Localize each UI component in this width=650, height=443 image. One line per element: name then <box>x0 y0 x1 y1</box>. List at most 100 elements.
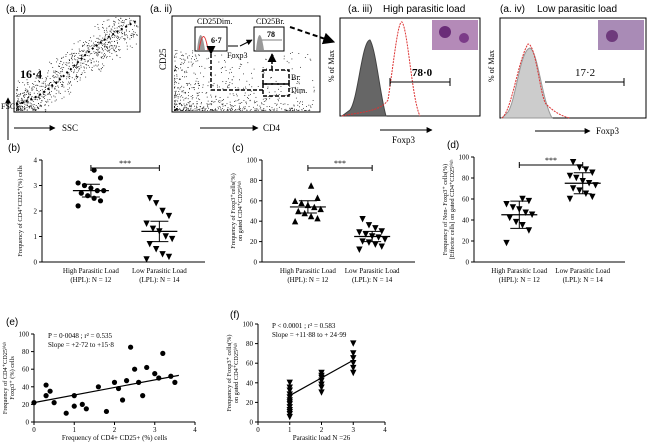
event-dot <box>53 70 55 72</box>
event-dot <box>109 45 111 47</box>
event-dot <box>266 98 267 100</box>
event-dot <box>95 44 97 46</box>
event-dot <box>191 98 193 100</box>
event-dot <box>202 107 204 108</box>
data-point <box>573 174 580 182</box>
event-dot <box>119 57 121 59</box>
event-dot <box>97 50 99 52</box>
event-dot <box>238 68 240 69</box>
event-dot <box>80 66 82 68</box>
event-dot <box>26 89 28 91</box>
event-dot <box>38 69 40 70</box>
event-dot <box>37 107 39 109</box>
event-dot <box>134 32 136 34</box>
event-dot <box>113 35 115 36</box>
data-point <box>350 350 357 357</box>
event-dot <box>67 91 69 93</box>
event-dot <box>185 70 187 72</box>
event-dot <box>22 109 24 111</box>
event-dot <box>270 96 272 98</box>
event-dot <box>222 103 224 105</box>
event-dot <box>209 74 211 75</box>
event-dot <box>183 107 185 109</box>
event-dot <box>91 53 93 54</box>
event-dot <box>234 86 236 88</box>
event-dot <box>55 99 57 101</box>
event-dot <box>41 77 43 79</box>
event-dot <box>186 104 188 106</box>
event-dot <box>75 65 77 67</box>
data-point <box>85 193 91 199</box>
event-dot <box>174 75 175 77</box>
event-dot <box>119 29 121 31</box>
event-dot <box>100 39 102 41</box>
event-dot <box>311 104 313 106</box>
event-dot <box>17 100 18 102</box>
event-dot <box>190 108 192 110</box>
data-point <box>350 364 357 372</box>
event-dot <box>174 86 176 88</box>
event-dot <box>41 95 43 97</box>
event-dot <box>27 99 29 101</box>
event-dot <box>55 76 56 78</box>
event-dot <box>174 83 175 85</box>
event-dot <box>30 106 32 107</box>
event-dot <box>24 84 25 86</box>
event-dot <box>182 69 183 71</box>
event-dot <box>185 83 187 84</box>
data-point <box>569 185 577 192</box>
y-tick-label: 3 <box>34 182 38 190</box>
event-dot <box>310 59 312 61</box>
data-point <box>576 164 583 171</box>
event-dot <box>44 104 46 105</box>
event-dot <box>177 109 179 111</box>
event-dot <box>296 83 298 84</box>
event-dot <box>16 107 18 109</box>
event-dot <box>309 58 311 60</box>
event-dot <box>221 108 223 109</box>
event-dot <box>194 109 196 111</box>
data-point <box>286 391 293 398</box>
event-dot <box>98 46 100 48</box>
event-dot <box>113 30 115 32</box>
event-dot <box>28 93 30 95</box>
event-dot <box>111 35 113 36</box>
event-dot <box>88 40 90 41</box>
axis-label: % of Max <box>487 50 496 82</box>
event-dot <box>106 46 108 47</box>
event-dot <box>218 86 220 88</box>
event-dot <box>74 58 75 60</box>
event-dot <box>131 47 133 48</box>
plot-frame <box>171 15 321 113</box>
event-dot <box>29 94 31 96</box>
event-dot <box>191 65 193 67</box>
event-dot <box>77 76 79 78</box>
event-dot <box>132 33 134 35</box>
event-dot <box>123 20 125 22</box>
event-dot <box>102 24 103 25</box>
event-dot <box>187 95 189 97</box>
event-dot <box>174 86 175 88</box>
event-dot <box>116 40 118 42</box>
event-dot <box>58 90 60 92</box>
event-dot <box>50 63 52 64</box>
event-dot <box>48 93 50 95</box>
data-point <box>95 384 101 390</box>
event-dot <box>69 76 71 78</box>
event-dot <box>33 92 35 94</box>
event-dot <box>208 67 210 68</box>
data-point <box>566 172 574 180</box>
event-dot <box>61 57 63 59</box>
y-tick-label: 0 <box>466 259 470 267</box>
event-dot <box>85 76 87 78</box>
event-dot <box>216 84 218 86</box>
data-point <box>314 194 321 201</box>
event-dot <box>203 76 205 78</box>
data-point <box>111 379 118 385</box>
event-dot <box>225 83 227 85</box>
event-dot <box>65 55 67 57</box>
event-dot <box>56 76 58 78</box>
inset-value: 78 <box>267 30 275 39</box>
event-dot <box>293 105 295 107</box>
event-dot <box>278 100 279 102</box>
